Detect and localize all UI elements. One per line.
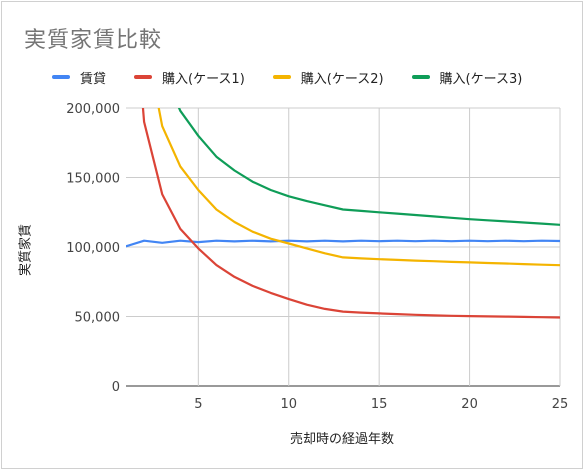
series-line-3 bbox=[177, 108, 560, 226]
y-tick-label: 50,000 bbox=[75, 311, 121, 326]
series-line-1 bbox=[141, 108, 560, 319]
legend-swatch-rent bbox=[52, 75, 70, 79]
chart-legend: 賃貸 購入(ケース1) 購入(ケース2) 購入(ケース3) bbox=[52, 68, 550, 87]
legend-label-case2: 購入(ケース2) bbox=[300, 71, 384, 87]
x-tick-label: 10 bbox=[280, 397, 297, 412]
legend-item-rent[interactable]: 賃貸 bbox=[52, 68, 106, 87]
x-tick-label: 5 bbox=[194, 397, 202, 412]
y-tick-label: 200,000 bbox=[66, 102, 120, 117]
chart-series-lines bbox=[126, 108, 560, 319]
x-tick-label: 20 bbox=[461, 397, 478, 412]
x-axis-label: 売却時の経過年数 bbox=[289, 432, 395, 447]
chart-title: 実質家賃比較 bbox=[24, 28, 163, 53]
legend-item-case3[interactable]: 購入(ケース3) bbox=[411, 68, 523, 87]
legend-swatch-case1 bbox=[134, 75, 153, 79]
series-line-0 bbox=[126, 239, 560, 248]
y-tick-label: 100,000 bbox=[66, 241, 120, 256]
y-tick-label: 150,000 bbox=[66, 172, 120, 187]
x-tick-label: 25 bbox=[552, 397, 569, 412]
chart-grid bbox=[126, 107, 561, 387]
series-line-2 bbox=[157, 108, 560, 267]
legend-label-rent: 賃貸 bbox=[80, 71, 107, 87]
x-tick-label: 15 bbox=[371, 397, 388, 412]
y-tick-label: 0 bbox=[112, 380, 120, 395]
legend-swatch-case2 bbox=[272, 75, 291, 79]
legend-item-case2[interactable]: 購入(ケース2) bbox=[272, 68, 384, 87]
legend-swatch-case3 bbox=[411, 75, 430, 79]
legend-label-case3: 購入(ケース3) bbox=[439, 71, 523, 87]
y-axis-ticks: 0 50,000 100,000 150,000 200,000 bbox=[66, 102, 120, 395]
legend-label-case1: 購入(ケース1) bbox=[162, 71, 245, 87]
x-axis-ticks: 5 10 15 20 25 bbox=[194, 397, 568, 412]
legend-item-case1[interactable]: 購入(ケース1) bbox=[134, 68, 245, 87]
